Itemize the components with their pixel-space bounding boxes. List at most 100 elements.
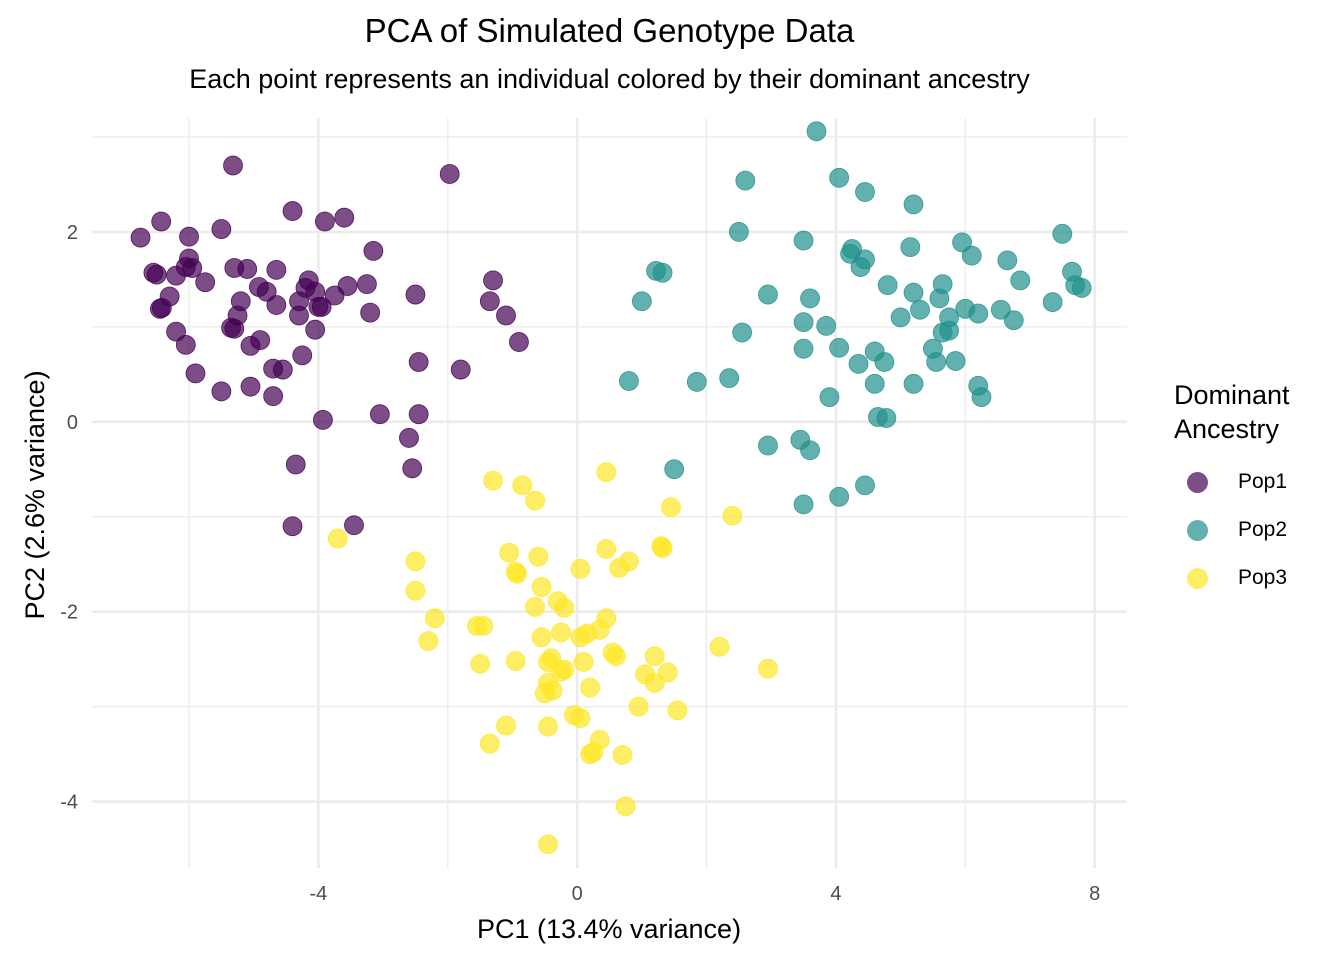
- data-point-pop3: [628, 696, 649, 717]
- data-point-pop1: [195, 272, 216, 293]
- chart-subtitle: Each point represents an individual colo…: [189, 64, 1030, 94]
- data-point-pop2: [719, 368, 740, 389]
- data-point-pop1: [313, 409, 333, 430]
- data-point-pop1: [402, 458, 423, 479]
- data-point-pop3: [542, 680, 563, 701]
- data-point-pop2: [926, 352, 947, 372]
- data-point-pop2: [806, 121, 827, 142]
- data-point-pop3: [525, 490, 546, 511]
- data-point-pop2: [903, 194, 924, 215]
- data-point-pop2: [903, 373, 924, 394]
- x-axis-title: PC1 (13.4% variance): [477, 914, 741, 944]
- data-point-pop1: [369, 404, 390, 425]
- data-point-pop1: [250, 330, 271, 351]
- data-point-pop3: [644, 672, 665, 693]
- data-point-pop1: [344, 515, 364, 536]
- data-point-pop3: [667, 700, 688, 721]
- y-axis-title: PC2 (2.6% variance): [20, 370, 50, 619]
- data-point-pop2: [848, 353, 869, 374]
- data-point-pop2: [758, 435, 778, 456]
- data-point-pop2: [758, 284, 778, 305]
- data-point-pop1: [263, 386, 284, 407]
- data-point-pop3: [596, 539, 617, 559]
- data-point-pop2: [876, 408, 897, 428]
- legend: Dominant Ancestry Pop1 Pop2 Pop3: [1174, 378, 1324, 602]
- data-point-pop3: [758, 658, 778, 679]
- data-point-pop3: [473, 616, 494, 636]
- data-point-pop1: [314, 211, 335, 232]
- data-point-pop3: [405, 580, 426, 601]
- data-point-pop2: [1003, 310, 1024, 331]
- data-point-pop3: [507, 563, 527, 584]
- data-point-pop2: [819, 387, 840, 408]
- data-point-pop2: [990, 299, 1011, 320]
- x-tick-label: 8: [1089, 883, 1100, 905]
- data-point-pop2: [800, 288, 820, 309]
- data-point-pop1: [479, 291, 500, 312]
- data-point-pop1: [282, 516, 303, 537]
- data-point-pop1: [399, 428, 419, 448]
- data-point-pop1: [211, 381, 232, 402]
- legend-items: Pop1 Pop2 Pop3: [1174, 458, 1324, 602]
- data-point-pop2: [961, 245, 982, 266]
- data-point-pop3: [612, 745, 633, 765]
- data-point-pop2: [793, 338, 814, 359]
- x-tick-label: 4: [830, 883, 841, 905]
- data-point-pop1: [305, 319, 326, 340]
- data-point-pop2: [997, 250, 1018, 271]
- data-point-pop2: [968, 303, 989, 324]
- data-point-pop1: [266, 259, 287, 280]
- data-point-pop2: [939, 320, 960, 341]
- data-point-pop2: [800, 440, 820, 461]
- data-point-pop3: [570, 708, 591, 728]
- data-point-pop2: [1071, 278, 1092, 298]
- data-point-pop3: [580, 744, 600, 764]
- data-point-pop2: [793, 230, 814, 251]
- data-point-pop1: [408, 352, 429, 372]
- data-point-pop3: [661, 497, 681, 518]
- data-point-pop1: [272, 359, 293, 380]
- data-point-pop3: [424, 608, 445, 629]
- data-point-pop3: [327, 528, 348, 549]
- data-point-pop1: [237, 259, 258, 279]
- data-point-pop2: [686, 372, 707, 392]
- data-point-pop2: [728, 222, 749, 242]
- data-point-pop2: [900, 237, 921, 258]
- legend-title: Dominant Ancestry: [1174, 378, 1324, 446]
- data-point-pop1: [175, 334, 196, 355]
- data-point-pop1: [266, 295, 287, 315]
- data-point-pop3: [722, 505, 743, 526]
- data-point-pop2: [945, 351, 966, 371]
- data-point-pop3: [580, 677, 600, 698]
- data-point-pop1: [408, 404, 429, 425]
- data-point-pop2: [664, 459, 685, 480]
- data-point-pop3: [615, 796, 636, 817]
- data-point-pop3: [531, 627, 552, 648]
- data-point-pop3: [538, 716, 558, 737]
- data-point-pop3: [609, 558, 630, 578]
- data-point-pop3: [499, 542, 520, 563]
- data-point-pop2: [829, 337, 850, 358]
- data-point-pop2: [1042, 292, 1063, 313]
- legend-title-line: Dominant: [1174, 380, 1290, 410]
- data-point-pop2: [971, 387, 992, 408]
- data-point-pop1: [334, 207, 355, 228]
- data-point-pop1: [337, 276, 358, 296]
- data-point-pop2: [732, 322, 753, 343]
- data-point-pop3: [644, 646, 665, 667]
- data-point-pop3: [496, 715, 516, 736]
- data-point-pop1: [151, 211, 172, 232]
- data-point-pop2: [793, 494, 814, 515]
- y-tick-label: 2: [67, 222, 78, 244]
- data-point-pop3: [596, 462, 617, 483]
- data-point-pop2: [864, 373, 885, 394]
- x-tick-label: -4: [310, 883, 328, 905]
- data-point-pop1: [496, 305, 516, 326]
- data-point-pop2: [652, 262, 673, 283]
- axis-ticks: -4 0 4 8 -4 -2 0 2: [60, 222, 1100, 905]
- data-point-pop2: [735, 170, 756, 191]
- data-point-pop1: [130, 227, 151, 248]
- data-point-pop1: [363, 241, 384, 261]
- data-point-pop1: [175, 257, 196, 277]
